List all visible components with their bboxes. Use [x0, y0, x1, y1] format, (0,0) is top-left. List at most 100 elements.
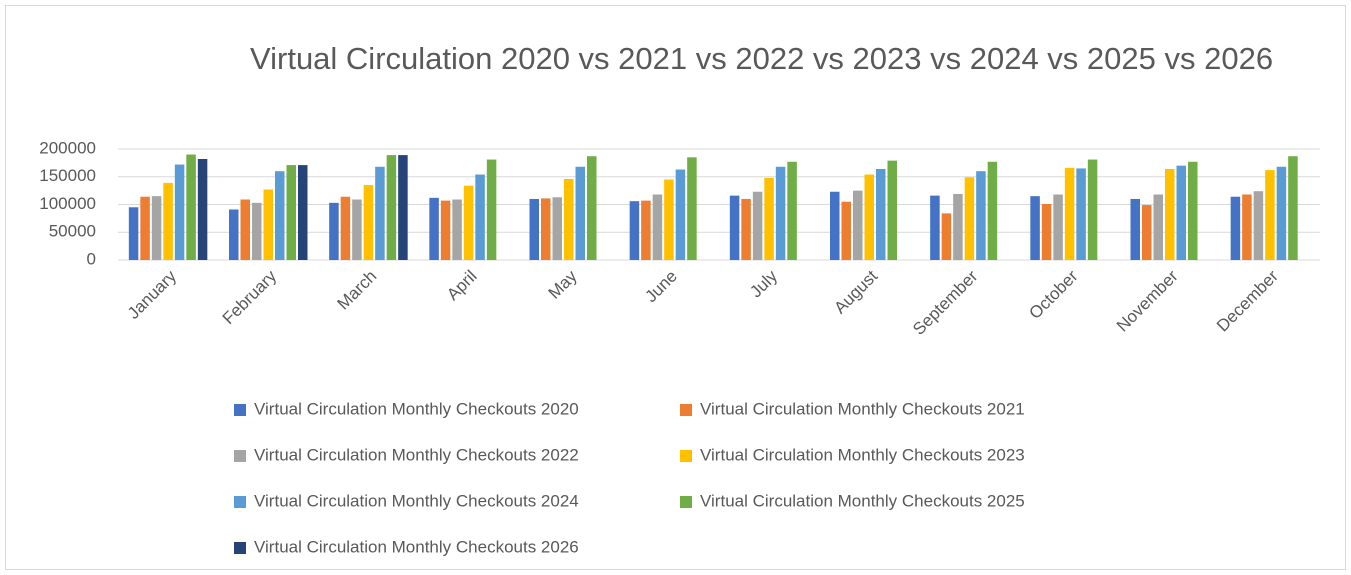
bar — [876, 168, 886, 260]
y-tick-label: 100000 — [39, 194, 96, 213]
bar — [941, 213, 952, 260]
bar — [529, 198, 539, 260]
bar — [163, 182, 173, 260]
y-tick-label: 200000 — [39, 138, 96, 157]
bar — [229, 209, 239, 260]
y-tick-label: 50000 — [49, 222, 96, 241]
bar — [964, 177, 975, 260]
legend-swatch — [234, 450, 246, 462]
bar — [841, 201, 851, 260]
bar — [652, 194, 663, 260]
legend-swatch — [680, 404, 692, 416]
x-tick-label: June — [641, 267, 681, 307]
legend-swatch — [680, 450, 692, 462]
bar — [151, 196, 162, 260]
x-tick-label: February — [219, 266, 281, 328]
legend-label: Virtual Circulation Monthly Checkouts 20… — [254, 491, 579, 510]
legend-label: Virtual Circulation Monthly Checkouts 20… — [700, 491, 1025, 510]
bar — [853, 190, 863, 260]
bar — [1230, 196, 1241, 260]
bar — [240, 199, 250, 260]
bar — [452, 199, 462, 260]
bar — [1276, 166, 1287, 260]
bar — [976, 171, 986, 260]
bar — [1041, 203, 1052, 260]
bar — [587, 156, 597, 260]
bar — [1242, 194, 1252, 260]
bar — [275, 171, 285, 260]
bar — [174, 164, 185, 260]
bar — [864, 174, 874, 260]
bar — [1288, 156, 1298, 260]
bar — [475, 174, 485, 260]
bar — [1153, 194, 1163, 260]
bar — [641, 200, 651, 260]
bar — [1053, 194, 1063, 260]
bar — [140, 196, 150, 260]
x-tick-label: March — [334, 267, 381, 314]
bar — [552, 197, 562, 260]
legend-swatch — [680, 496, 692, 508]
bar — [1188, 161, 1198, 260]
bar — [752, 191, 763, 260]
bar — [386, 155, 397, 260]
bar — [987, 161, 998, 260]
bar — [375, 166, 385, 260]
bar — [830, 191, 840, 260]
legend-swatch — [234, 496, 246, 508]
bar — [186, 154, 196, 260]
bar — [541, 198, 551, 260]
bar — [128, 207, 139, 260]
bar — [887, 160, 897, 260]
bar — [764, 177, 774, 260]
legend-label: Virtual Circulation Monthly Checkouts 20… — [254, 537, 579, 556]
bar — [263, 189, 273, 260]
legend-swatch — [234, 404, 246, 416]
bar — [741, 198, 751, 260]
bar — [429, 197, 439, 260]
chart-title: Virtual Circulation 2020 vs 2021 vs 2022… — [250, 41, 1274, 76]
bar — [1142, 205, 1152, 260]
bar — [463, 185, 474, 260]
x-tick-label: August — [830, 266, 881, 317]
bar — [687, 157, 697, 260]
bar — [329, 202, 339, 260]
bar — [664, 179, 674, 260]
bar — [252, 202, 262, 260]
legend-label: Virtual Circulation Monthly Checkouts 20… — [700, 399, 1025, 418]
bar — [398, 155, 408, 260]
bar — [629, 201, 640, 260]
x-tick-label: October — [1025, 266, 1081, 322]
y-tick-label: 150000 — [39, 166, 96, 185]
bar — [575, 166, 585, 260]
bar — [1253, 191, 1264, 260]
legend-label: Virtual Circulation Monthly Checkouts 20… — [254, 399, 579, 418]
bar — [1265, 170, 1275, 260]
bar — [564, 178, 574, 260]
bar — [787, 161, 797, 260]
legend-label: Virtual Circulation Monthly Checkouts 20… — [700, 445, 1025, 464]
bar — [953, 193, 963, 260]
bar — [363, 185, 374, 260]
legend-label: Virtual Circulation Monthly Checkouts 20… — [254, 445, 579, 464]
x-tick-label: November — [1113, 266, 1182, 335]
bar — [486, 159, 497, 260]
y-tick-label: 0 — [87, 249, 96, 268]
x-tick-label: April — [443, 267, 480, 304]
bar — [1176, 165, 1186, 260]
x-tick-label: September — [909, 266, 981, 338]
bar — [352, 199, 362, 260]
bar — [1165, 168, 1175, 260]
bar — [197, 158, 208, 260]
chart-border — [5, 5, 1346, 570]
bar — [675, 169, 686, 260]
bar — [340, 196, 351, 260]
legend-swatch — [234, 542, 246, 554]
bar — [298, 165, 308, 260]
bar — [775, 166, 786, 260]
bar — [1030, 196, 1040, 260]
bar — [286, 165, 296, 260]
bar — [1130, 198, 1140, 260]
